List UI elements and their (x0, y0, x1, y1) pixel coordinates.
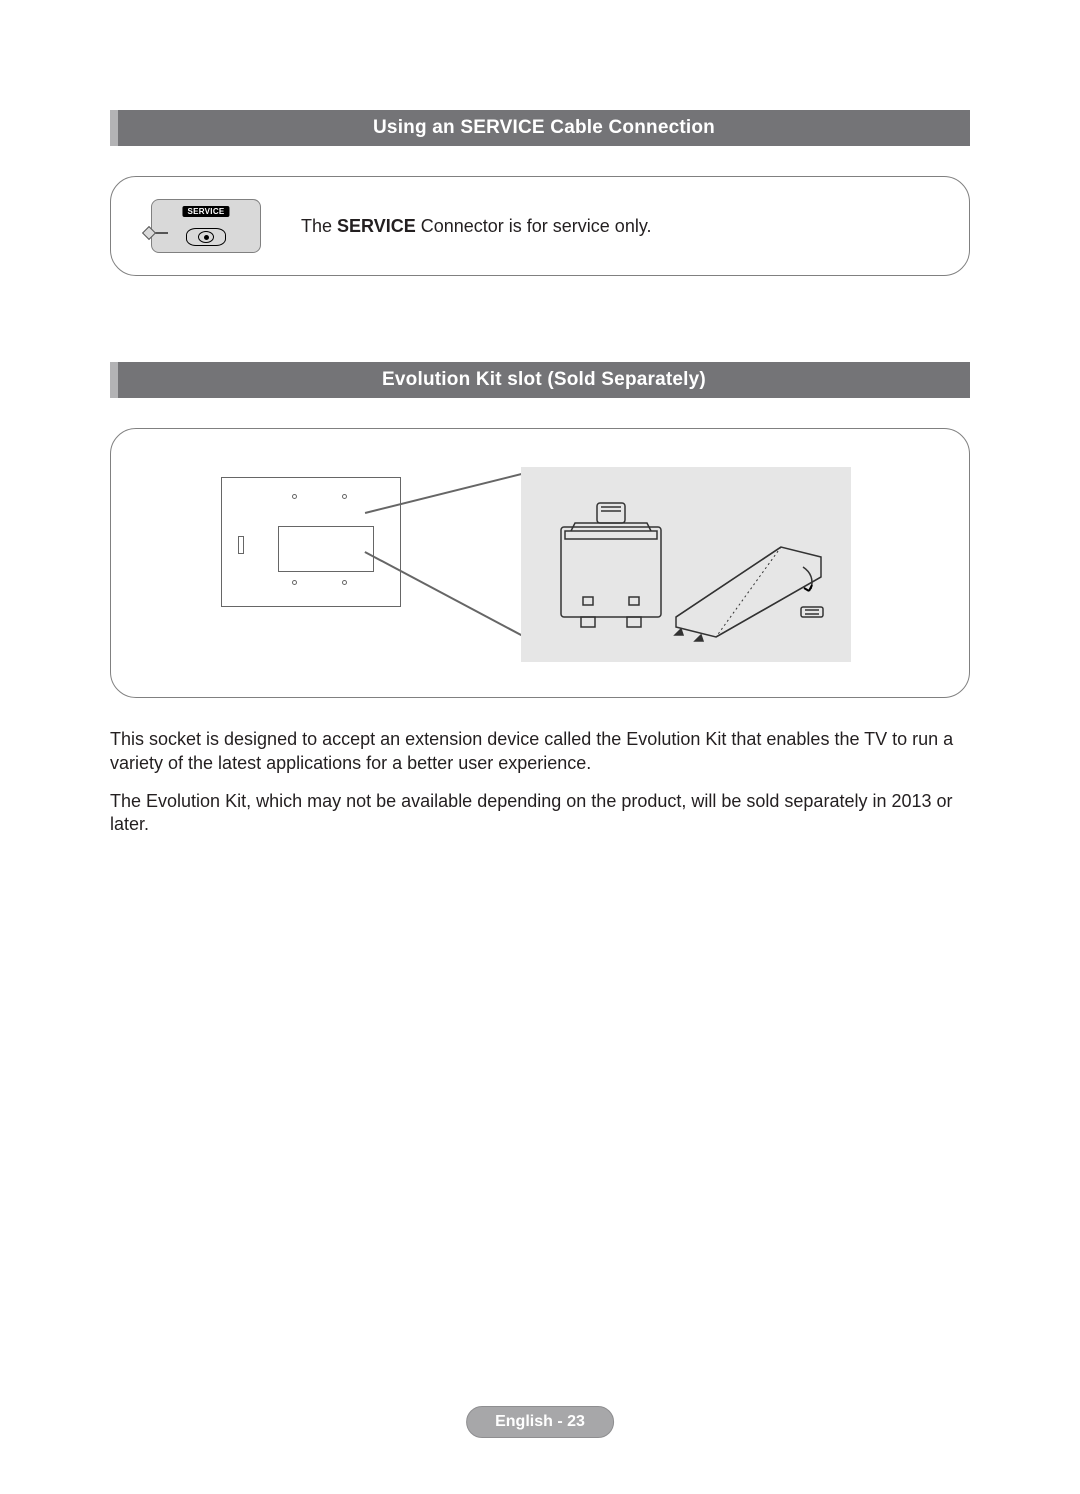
paragraph-1: This socket is designed to accept an ext… (110, 728, 970, 776)
screw-hole-icon (292, 494, 297, 499)
screw-hole-icon (292, 580, 297, 585)
screw-hole-icon (342, 494, 347, 499)
text-strong: SERVICE (337, 216, 416, 236)
callout-panel (521, 467, 851, 662)
text-before: The (301, 216, 337, 236)
paragraph-2: The Evolution Kit, which may not be avai… (110, 790, 970, 838)
service-info-box: SERVICE The SERVICE Connector is for ser… (110, 176, 970, 276)
evolution-diagram-box (110, 428, 970, 698)
footer-label: English - 23 (495, 1413, 585, 1430)
service-text: The SERVICE Connector is for service onl… (301, 216, 652, 237)
evolution-kit-icon (521, 467, 851, 662)
side-slit-icon (238, 536, 244, 554)
tv-slot-icon (278, 526, 374, 572)
heading-text: Evolution Kit slot (Sold Separately) (382, 369, 706, 390)
service-port-icon: SERVICE (151, 199, 261, 253)
section-heading-evolution: Evolution Kit slot (Sold Separately) (110, 362, 970, 398)
section-heading-service: Using an SERVICE Cable Connection (110, 110, 970, 146)
port-circle-icon (186, 228, 226, 246)
diagram-inner (211, 457, 869, 669)
jack-arrow-icon (148, 228, 170, 238)
page-footer-badge: English - 23 (466, 1406, 614, 1438)
screw-hole-icon (342, 580, 347, 585)
tv-back-icon (221, 477, 401, 607)
page-content: Using an SERVICE Cable Connection SERVIC… (0, 0, 1080, 1494)
port-label: SERVICE (182, 206, 229, 217)
text-after: Connector is for service only. (416, 216, 652, 236)
heading-text: Using an SERVICE Cable Connection (373, 117, 715, 138)
